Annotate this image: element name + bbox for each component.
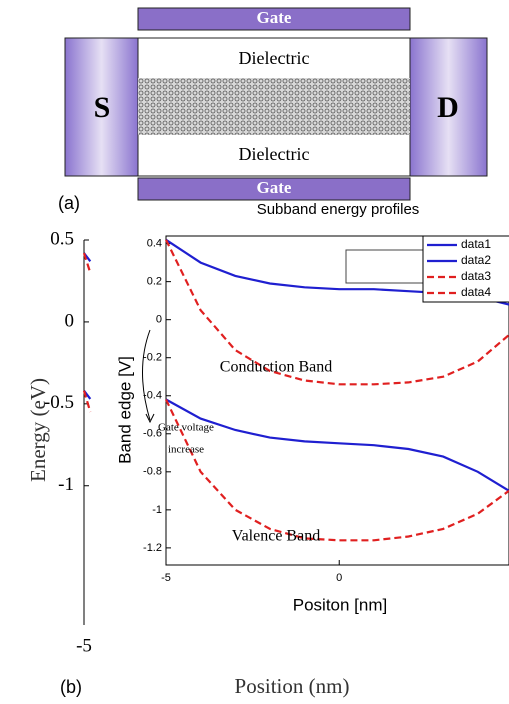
chart-title: Subband energy profiles	[257, 201, 420, 218]
legend-box	[422, 235, 509, 303]
y-tick-label: 0.4	[147, 238, 162, 250]
legend-label: data3	[461, 269, 491, 283]
y-tick-label: -0.6	[143, 428, 162, 440]
series-line	[82, 252, 92, 274]
x-tick-label: -5	[76, 635, 92, 656]
y-tick-label: -0.5	[44, 392, 74, 413]
x-tick-label: 0	[336, 572, 342, 584]
gate-bottom	[137, 177, 411, 201]
y-tick-label: -1	[152, 504, 162, 516]
y-axis-label: Band edge [V]	[115, 356, 134, 464]
gate-label: Gate	[257, 178, 292, 197]
gate-label: Gate	[257, 8, 292, 27]
drain	[409, 37, 488, 177]
y-tick-label: -1.2	[143, 542, 162, 554]
arrowhead	[145, 413, 155, 424]
x-axis-label: Positon [nm]	[293, 595, 388, 614]
annotation: Valence Band	[232, 528, 320, 545]
panel-label: (a)	[58, 193, 80, 213]
x-tick-label: -5	[161, 572, 171, 584]
y-tick-label: -0.4	[143, 390, 162, 402]
legend-label: data4	[461, 285, 491, 299]
legend-label: data2	[461, 253, 491, 267]
series-line	[165, 239, 509, 386]
y-axis-label: Energy (eV)	[26, 378, 50, 482]
y-tick-label: 0	[156, 314, 162, 326]
drain-label: D	[437, 91, 459, 124]
arrow	[142, 329, 151, 421]
y-tick-label: 0.5	[50, 228, 74, 249]
source	[64, 37, 139, 177]
y-tick-label: -0.2	[143, 352, 162, 364]
series-line	[82, 390, 92, 413]
dielectric-label: Dielectric	[239, 144, 310, 164]
dielectric-label: Dielectric	[239, 48, 310, 68]
plots: 0.5 0 -0.5 -1 -5 Energy (eV) Position (nm) Subb…	[26, 201, 509, 698]
y-tick-label: 0	[65, 310, 75, 331]
y-tick-label: -1	[58, 474, 74, 495]
nanotube	[138, 78, 410, 135]
y-tick-label: -0.8	[143, 466, 162, 478]
device-diagram: Gate S D Dielectric Dielectric Gate (a)	[58, 7, 488, 213]
x-axis-label: Position (nm)	[235, 674, 350, 698]
series-line	[165, 398, 509, 492]
annotation: Conduction Band	[220, 359, 332, 376]
source-label: S	[94, 91, 111, 124]
annotation: increase	[168, 444, 204, 456]
panel-label: (b)	[60, 677, 82, 697]
y-tick-label: 0.2	[147, 276, 162, 288]
legend-label: data1	[461, 237, 491, 251]
series-line	[165, 399, 509, 542]
gate-top	[137, 7, 411, 31]
annotation: Gate voltage	[158, 422, 214, 434]
